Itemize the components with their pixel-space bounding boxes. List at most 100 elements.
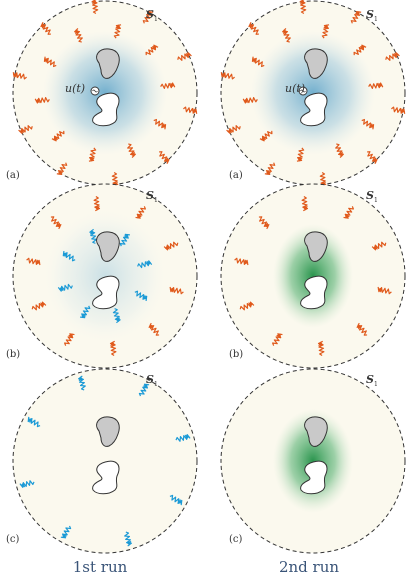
orange-wave bbox=[34, 96, 50, 104]
blue-wave bbox=[175, 433, 191, 442]
orange-wave bbox=[183, 106, 198, 114]
orange-wave bbox=[264, 162, 276, 176]
orange-wave bbox=[145, 44, 159, 56]
panel-2 bbox=[12, 183, 198, 369]
orange-wave-arrowhead bbox=[266, 169, 272, 175]
orange-wave bbox=[258, 216, 270, 230]
sphere-label-c-right: S1 bbox=[366, 373, 378, 389]
focused-field-glow bbox=[273, 409, 353, 513]
orange-wave-arrowhead bbox=[115, 24, 121, 29]
blue-wave bbox=[124, 531, 133, 547]
orange-wave bbox=[26, 257, 41, 266]
orange-wave bbox=[159, 151, 170, 165]
orange-wave bbox=[74, 27, 83, 43]
wave-field-glow bbox=[45, 210, 165, 342]
orange-wave bbox=[242, 96, 258, 104]
blue-wave-arrowhead bbox=[62, 252, 68, 258]
object-lower bbox=[92, 460, 120, 495]
orange-wave bbox=[367, 151, 378, 165]
orange-wave-arrowhead bbox=[357, 324, 363, 330]
panel-label-b-left: (b) bbox=[6, 349, 21, 360]
blue-wave bbox=[60, 525, 72, 539]
blue-wave-arrowhead bbox=[89, 229, 96, 235]
orange-wave bbox=[220, 72, 235, 80]
orange-wave-arrowhead bbox=[359, 45, 365, 51]
orange-wave bbox=[272, 333, 283, 346]
orange-wave bbox=[226, 125, 241, 134]
object-lower bbox=[300, 92, 328, 127]
orange-wave bbox=[88, 147, 97, 162]
blue-wave-arrowhead bbox=[184, 434, 190, 441]
panel-label-b-right: (b) bbox=[229, 349, 244, 360]
panel-0 bbox=[12, 0, 198, 188]
orange-wave-arrowhead bbox=[40, 302, 45, 308]
panel-label-c-right: (c) bbox=[229, 534, 243, 545]
blue-wave bbox=[79, 305, 91, 319]
blue-wave bbox=[27, 416, 41, 428]
orange-wave-arrowhead bbox=[400, 108, 406, 114]
orange-wave bbox=[299, 0, 307, 15]
orange-wave-arrowhead bbox=[378, 82, 383, 89]
blue-wave bbox=[138, 383, 150, 397]
sphere-label-b-left: S1 bbox=[146, 189, 158, 205]
panel-1 bbox=[220, 0, 406, 188]
orange-wave-arrowhead bbox=[12, 72, 18, 78]
orange-wave-arrowhead bbox=[44, 58, 49, 63]
orange-wave-arrowhead bbox=[55, 222, 61, 228]
object-upper bbox=[304, 416, 328, 447]
blue-wave bbox=[134, 290, 148, 302]
orange-wave-arrowhead bbox=[53, 135, 59, 141]
object-upper bbox=[304, 231, 328, 262]
orange-wave-arrowhead bbox=[248, 302, 253, 308]
wave-field-glow bbox=[251, 31, 375, 155]
object-upper bbox=[304, 48, 328, 79]
object-lower bbox=[92, 92, 120, 127]
orange-wave-arrowhead bbox=[369, 123, 374, 128]
orange-wave-arrowhead bbox=[169, 287, 175, 293]
orange-wave bbox=[18, 125, 33, 134]
panels-layer bbox=[12, 0, 406, 554]
orange-wave-arrowhead bbox=[19, 127, 25, 133]
orange-wave bbox=[385, 52, 400, 61]
blue-wave-arrowhead bbox=[81, 313, 87, 319]
focused-field-glow bbox=[273, 224, 353, 328]
orange-wave-arrowhead bbox=[68, 333, 74, 339]
orange-wave bbox=[343, 206, 354, 219]
blue-wave-arrowhead bbox=[20, 481, 26, 488]
object-upper bbox=[96, 48, 120, 79]
source-tilde bbox=[92, 89, 98, 93]
object-upper bbox=[96, 416, 120, 447]
orange-wave-arrowhead bbox=[377, 287, 383, 293]
panel-label-c-left: (c) bbox=[6, 534, 20, 545]
orange-wave-arrowhead bbox=[227, 127, 233, 133]
orange-wave-arrowhead bbox=[323, 24, 329, 29]
orange-wave bbox=[40, 21, 51, 35]
orange-wave-arrowhead bbox=[261, 135, 267, 141]
panel-3 bbox=[220, 183, 406, 369]
orange-wave-arrowhead bbox=[220, 72, 226, 78]
orange-wave bbox=[356, 322, 368, 336]
blue-wave-arrowhead bbox=[27, 418, 33, 424]
orange-wave-arrowhead bbox=[163, 157, 169, 163]
orange-wave-arrowhead bbox=[283, 29, 289, 35]
orange-wave bbox=[51, 130, 65, 142]
orange-wave-arrowhead bbox=[58, 169, 64, 175]
orange-wave-arrowhead bbox=[89, 157, 95, 162]
orange-wave bbox=[91, 0, 99, 15]
blue-wave bbox=[137, 260, 153, 269]
orange-wave bbox=[12, 72, 27, 80]
orange-wave bbox=[177, 52, 192, 61]
orange-wave bbox=[163, 241, 179, 251]
orange-wave bbox=[368, 82, 384, 90]
orange-wave-arrowhead bbox=[297, 157, 303, 162]
blue-wave bbox=[89, 228, 98, 244]
orange-wave bbox=[335, 143, 344, 159]
orange-wave bbox=[31, 301, 47, 311]
blue-wave-arrowhead bbox=[123, 233, 129, 239]
orange-wave-arrowhead bbox=[161, 123, 166, 128]
orange-wave bbox=[113, 24, 122, 39]
sphere-label-a-right: S1 bbox=[366, 8, 378, 24]
orange-wave-arrowhead bbox=[75, 29, 81, 35]
blue-wave-arrowhead bbox=[62, 533, 68, 539]
